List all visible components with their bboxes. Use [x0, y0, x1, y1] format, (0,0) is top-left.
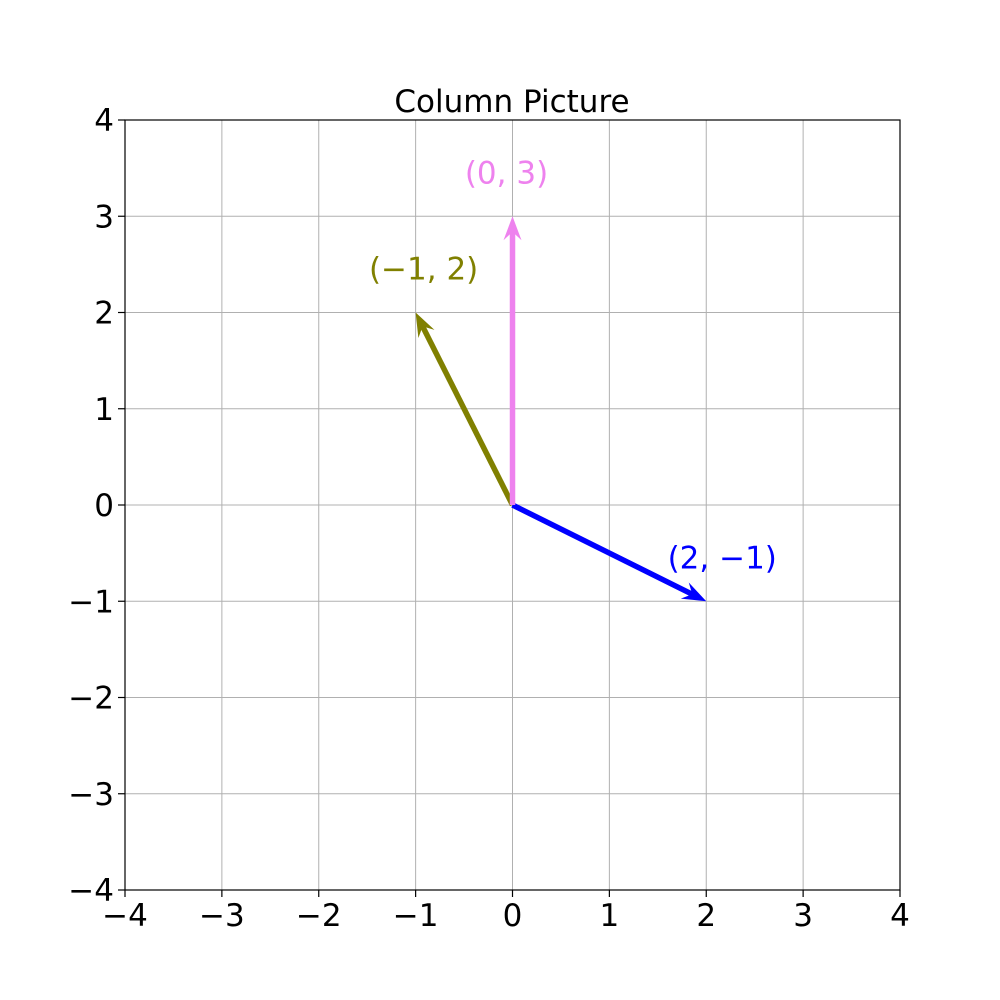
x-tick-label: 3	[793, 898, 813, 934]
y-tick-label: −1	[68, 584, 114, 620]
y-tick-label: −3	[68, 777, 114, 813]
vector-label-1: (2, −1)	[668, 540, 777, 576]
x-tick-label: −3	[199, 898, 245, 934]
vector-shaft-1	[511, 502, 695, 598]
y-tick-label: 1	[94, 392, 114, 428]
x-tick-label: 1	[600, 898, 620, 934]
x-tick-label: −1	[393, 898, 439, 934]
x-tick-label: −2	[296, 898, 342, 934]
y-tick-label: −4	[68, 873, 114, 909]
vector-label-2: (−1, 2)	[369, 252, 478, 288]
vector-head-2	[415, 312, 435, 338]
vector-head-3	[503, 216, 522, 241]
chart-title: Column Picture	[394, 84, 629, 120]
vector-head-1	[680, 582, 707, 602]
x-tick-label: −4	[102, 898, 148, 934]
x-tick-label: 4	[890, 898, 910, 934]
x-tick-label: 2	[696, 898, 716, 934]
x-tick-label: 0	[503, 898, 523, 934]
vector-label-3: (0, 3)	[465, 155, 548, 191]
y-tick-label: 4	[94, 103, 114, 139]
vector-shaft-2	[419, 324, 515, 507]
vector-labels: (2, −1) (−1, 2) (0, 3)	[369, 155, 777, 576]
ticks: −4 −3 −2 −1 0 1 2 3 4 −4 −3 −2 −1 0 1 2 3 4	[68, 103, 910, 934]
y-tick-label: 2	[94, 296, 114, 332]
vectors	[415, 216, 707, 602]
y-tick-label: −2	[68, 681, 114, 717]
y-tick-label: 0	[94, 488, 114, 524]
y-tick-label: 3	[94, 199, 114, 235]
